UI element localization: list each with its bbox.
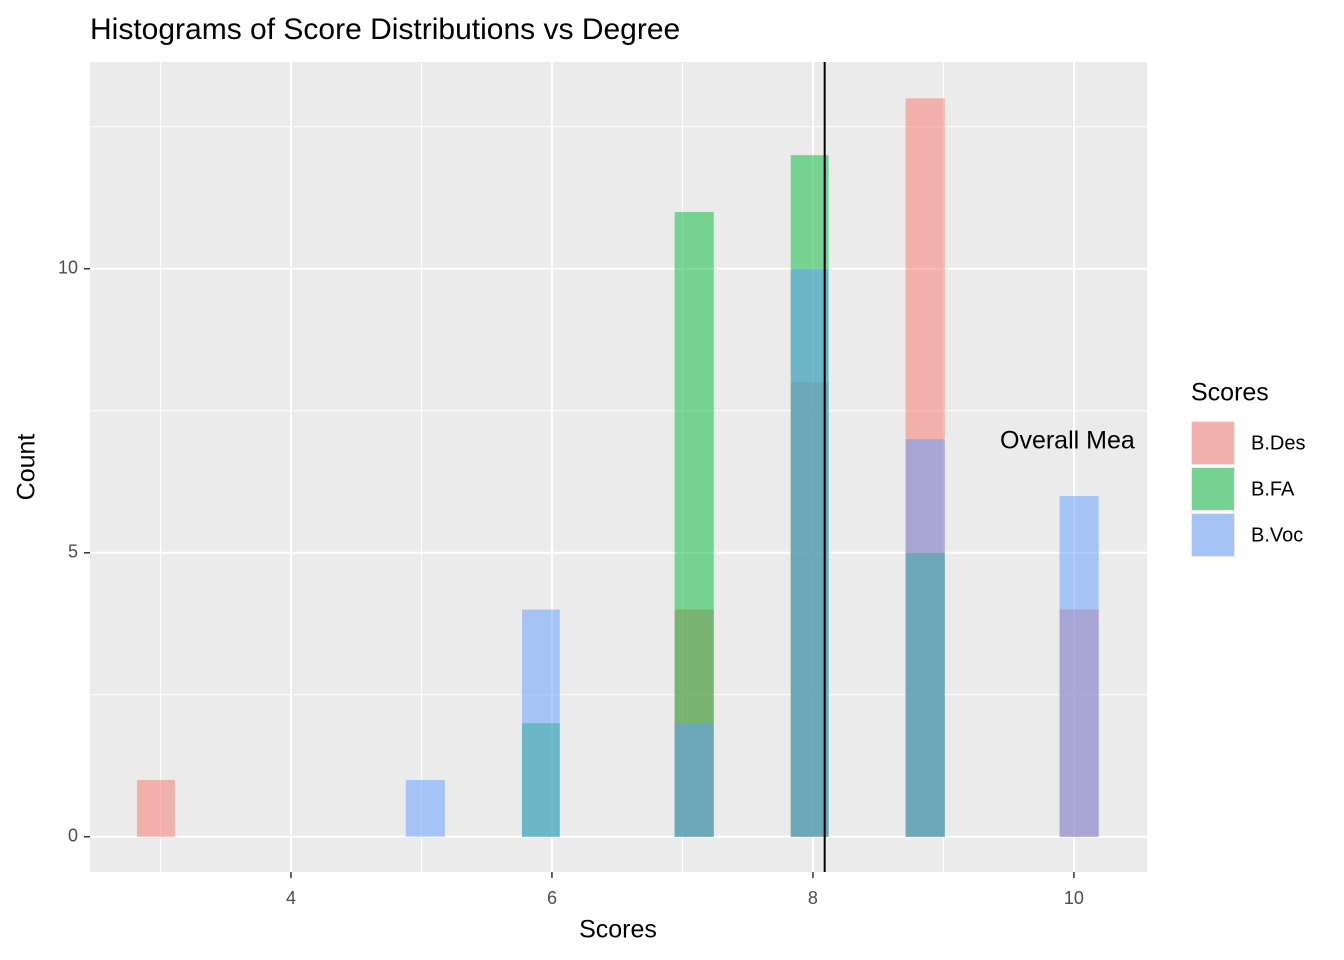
panel [90,62,1147,872]
bar [790,268,829,837]
legend-swatch [1192,422,1234,464]
bar [674,723,714,837]
y-axis-label: Count [13,434,41,501]
x-axis-label: Scores [579,916,657,944]
bar [905,439,945,837]
y-tick-label: 0 [68,826,78,846]
x-tick-label: 6 [547,888,557,908]
x-tick-label: 4 [286,888,296,908]
legend-label: B.FA [1251,478,1295,500]
bar [136,779,175,837]
bar [521,609,560,837]
legend-title: Scores [1191,379,1269,407]
legend-label: B.Des [1251,432,1305,454]
x-tick-label: 8 [808,888,818,908]
chart-title: Histograms of Score Distributions vs Deg… [90,13,680,46]
legend-swatch [1192,514,1234,556]
legend-swatch [1192,468,1234,510]
x-tick-label: 10 [1064,888,1084,908]
y-tick-label: 5 [68,542,78,562]
bar [1059,495,1099,837]
bar [405,779,445,837]
y-tick-label: 10 [58,258,78,278]
legend-label: B.Voc [1251,524,1303,546]
annotation: Overall Mea [1000,427,1135,455]
